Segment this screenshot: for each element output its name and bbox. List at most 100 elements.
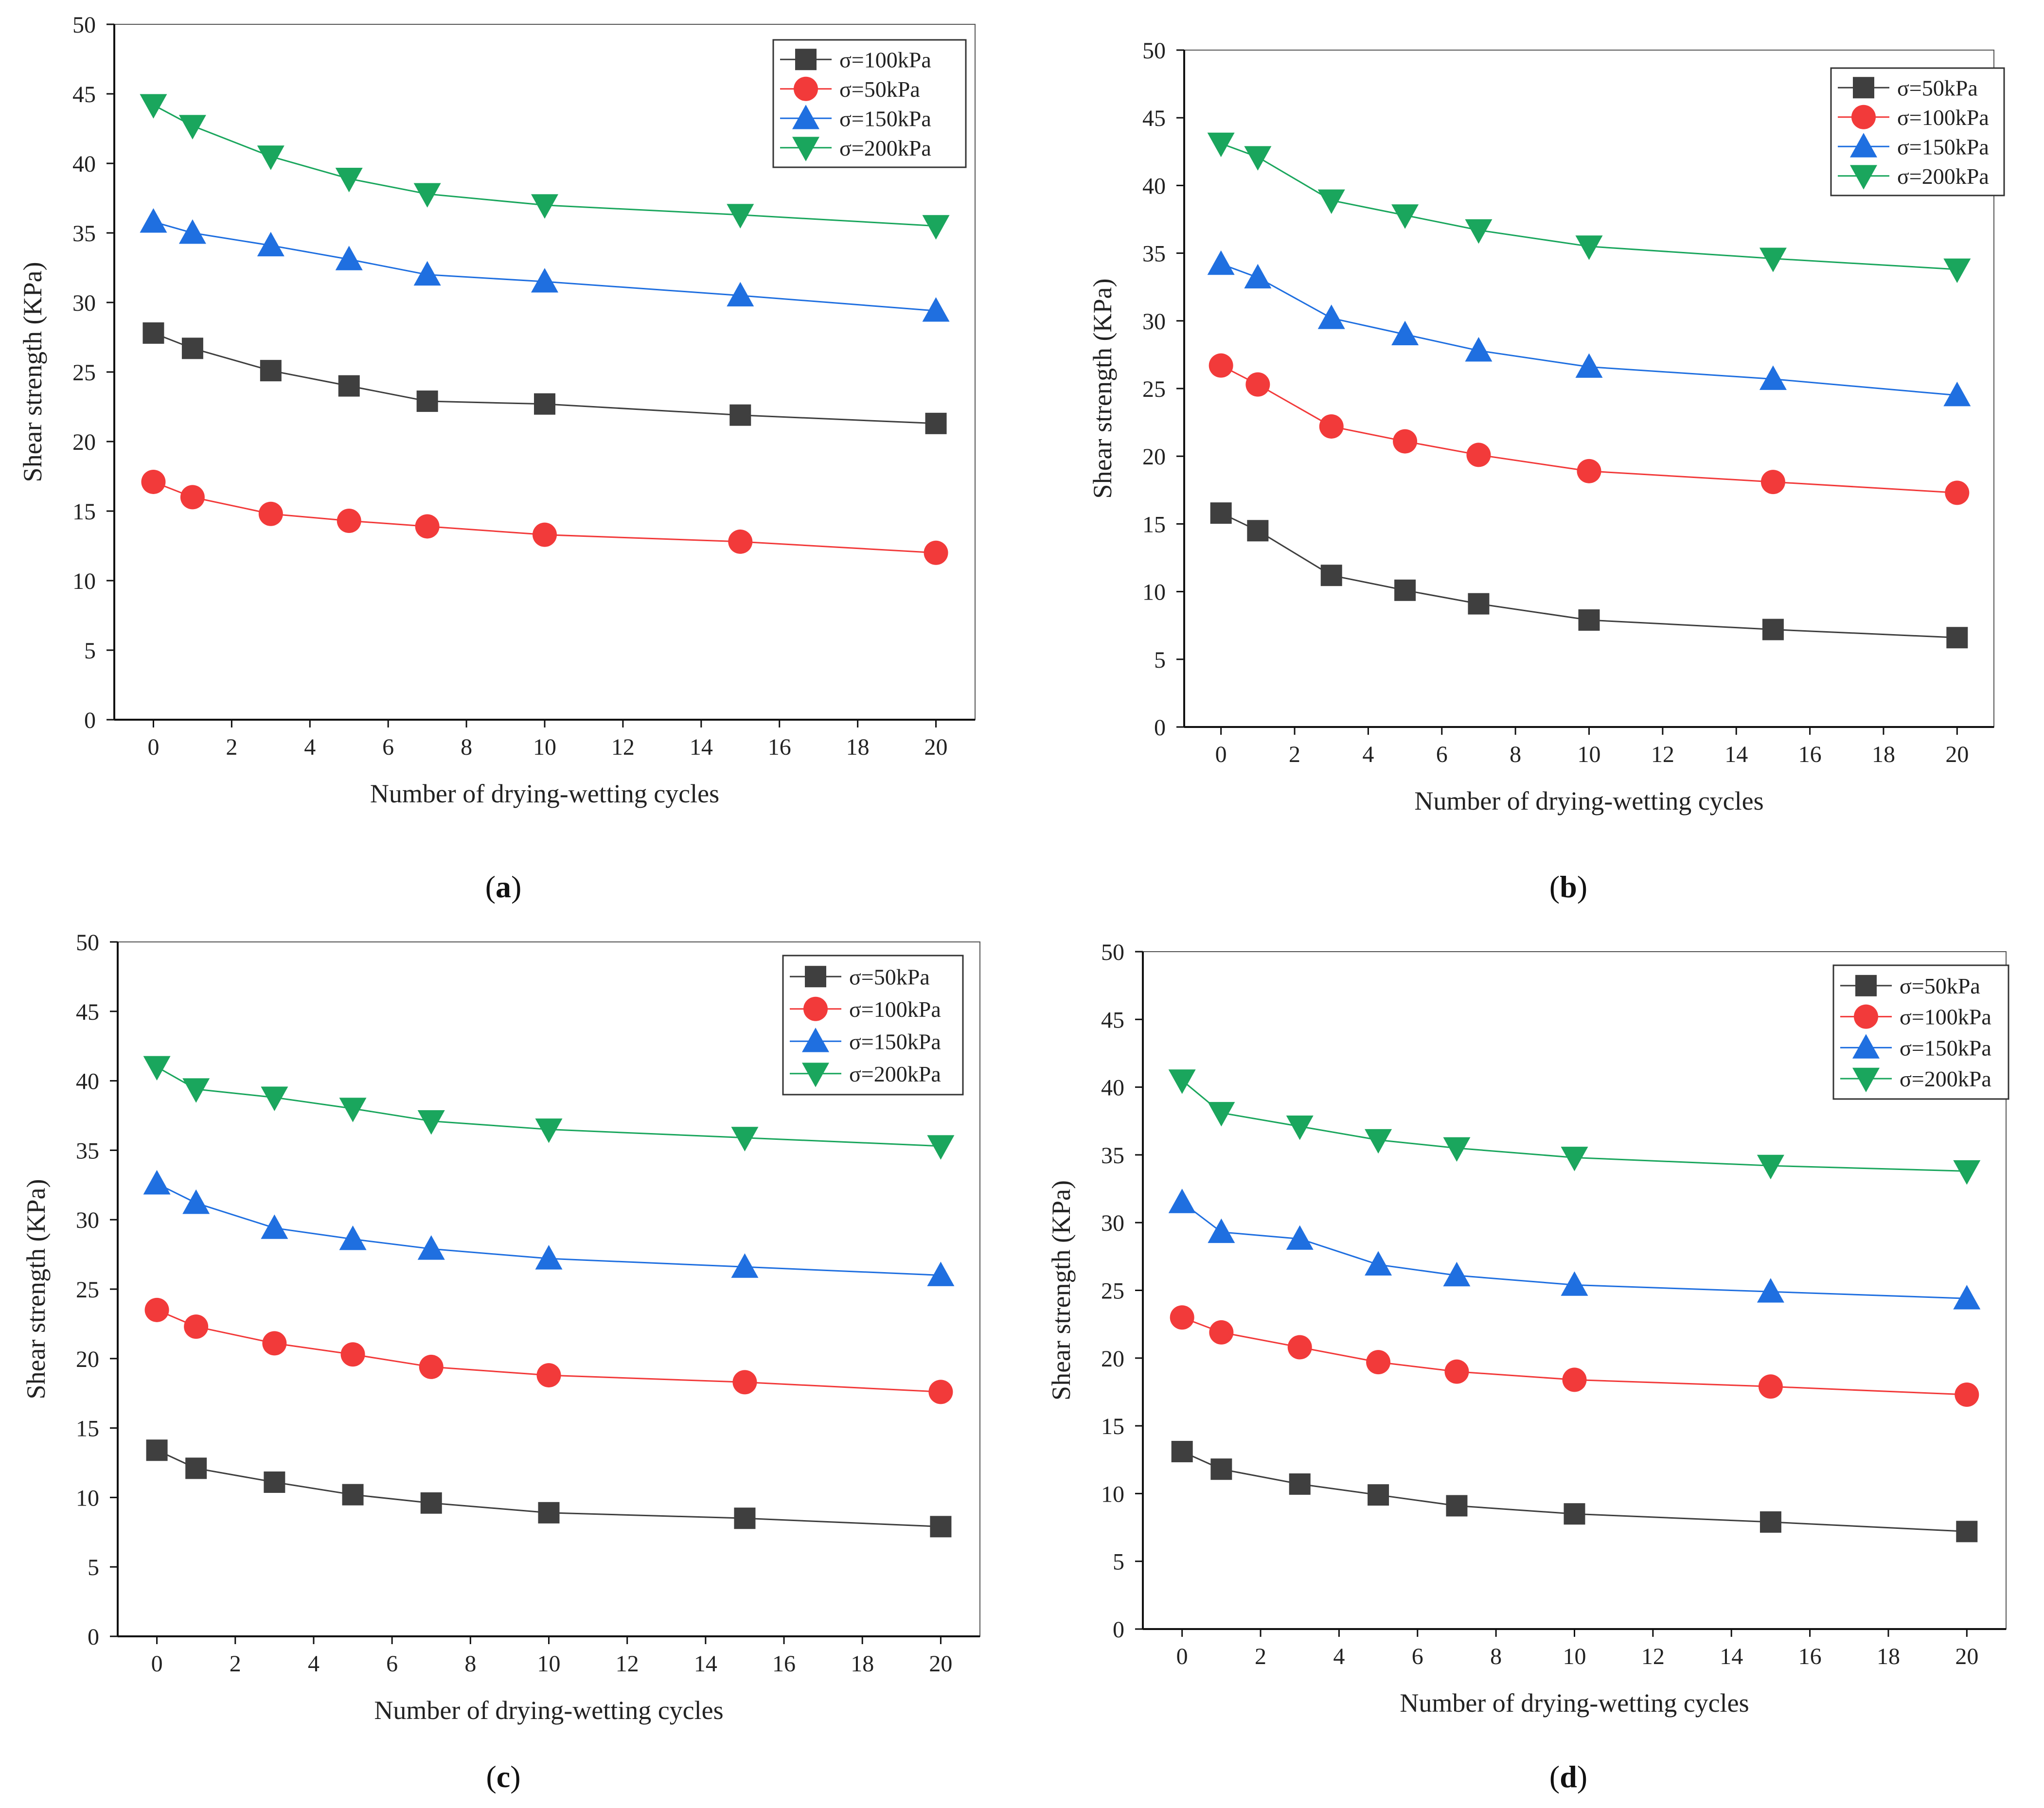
y-tick-label: 10 bbox=[76, 1485, 99, 1511]
x-tick-label: 18 bbox=[1877, 1644, 1900, 1669]
legend-label: σ=100kPa bbox=[1897, 105, 1989, 130]
y-tick-label: 45 bbox=[72, 82, 96, 107]
data-point bbox=[531, 268, 558, 293]
legend-label: σ=150kPa bbox=[839, 106, 931, 131]
data-point bbox=[1561, 1271, 1588, 1296]
legend: σ=50kPa σ=100kPa σ=150kPa σ=200kPa bbox=[1832, 964, 2009, 1100]
data-point bbox=[185, 1457, 207, 1479]
data-point bbox=[1289, 1473, 1311, 1495]
data-point bbox=[1562, 1367, 1587, 1392]
legend-label: σ=200kPa bbox=[849, 1062, 941, 1086]
caption-open-paren: ( bbox=[1549, 1759, 1560, 1794]
data-point bbox=[1210, 1458, 1232, 1480]
y-tick-label: 45 bbox=[76, 999, 99, 1025]
y-axis-label: Shear strength (KPa) bbox=[1088, 279, 1117, 499]
data-point bbox=[415, 514, 440, 539]
data-point bbox=[924, 540, 948, 565]
legend-marker bbox=[1851, 105, 1876, 129]
data-point bbox=[420, 1492, 442, 1514]
y-tick-label: 50 bbox=[76, 930, 99, 956]
y-tick-label: 20 bbox=[72, 429, 96, 455]
x-tick-label: 14 bbox=[694, 1651, 717, 1677]
x-tick-label: 4 bbox=[1333, 1644, 1345, 1669]
data-point bbox=[1317, 304, 1345, 329]
legend-label: σ=150kPa bbox=[1897, 134, 1989, 159]
data-point bbox=[335, 246, 363, 270]
series-line-0 bbox=[153, 332, 936, 425]
legend: σ=50kPa σ=100kPa σ=150kPa σ=200kPa bbox=[1830, 67, 2005, 196]
legend-marker bbox=[792, 137, 819, 161]
data-point bbox=[337, 509, 361, 533]
y-tick-label: 35 bbox=[72, 221, 96, 247]
data-point bbox=[143, 1170, 171, 1195]
data-point bbox=[1759, 248, 1787, 272]
data-point bbox=[1365, 1129, 1392, 1154]
series-line-3 bbox=[1221, 142, 1957, 270]
data-point bbox=[922, 215, 950, 240]
data-point bbox=[261, 1214, 288, 1239]
legend-label: σ=100kPa bbox=[839, 47, 931, 72]
chart-panel-a: 0 2 4 6 8 10 12 14 16 18 20 0 5 10 15 20 25 30 35 40 45 50 Num… bbox=[18, 12, 976, 904]
y-tick-label: 20 bbox=[1101, 1346, 1124, 1372]
legend-marker bbox=[805, 966, 826, 988]
data-point bbox=[413, 261, 441, 286]
data-point bbox=[1286, 1115, 1314, 1140]
y-tick-label: 0 bbox=[1113, 1617, 1124, 1643]
caption-open-paren: ( bbox=[486, 1759, 496, 1794]
x-tick-label: 2 bbox=[1289, 742, 1300, 767]
data-point bbox=[1443, 1137, 1471, 1162]
series-line-1 bbox=[1182, 1316, 1967, 1396]
x-tick-label: 16 bbox=[768, 734, 791, 760]
data-point bbox=[727, 282, 754, 307]
legend-label: σ=50kPa bbox=[849, 964, 930, 989]
y-tick-label: 15 bbox=[72, 499, 96, 525]
x-tick-label: 16 bbox=[1798, 742, 1822, 767]
x-axis-label: Number of drying-wetting cycles bbox=[370, 779, 719, 808]
data-point bbox=[1561, 1147, 1588, 1171]
x-tick-label: 20 bbox=[1945, 742, 1969, 767]
data-point bbox=[1317, 189, 1345, 214]
caption-close-paren: ) bbox=[510, 1759, 520, 1794]
x-tick-label: 10 bbox=[1563, 1644, 1586, 1669]
data-point bbox=[533, 522, 557, 547]
x-tick-label: 12 bbox=[616, 1651, 639, 1677]
data-point bbox=[261, 1086, 288, 1111]
data-point bbox=[728, 529, 753, 554]
data-point bbox=[1210, 502, 1232, 524]
legend-label: σ=150kPa bbox=[849, 1029, 941, 1054]
y-tick-label: 5 bbox=[84, 638, 96, 664]
data-point bbox=[1244, 264, 1272, 289]
data-point bbox=[922, 297, 950, 322]
data-point bbox=[1393, 429, 1418, 454]
x-tick-label: 6 bbox=[386, 1651, 398, 1677]
series-line-1 bbox=[157, 1309, 941, 1393]
x-tick-label: 2 bbox=[226, 734, 237, 760]
data-point bbox=[142, 322, 164, 344]
panel-caption: (a) bbox=[485, 869, 522, 904]
y-tick-label: 0 bbox=[88, 1624, 99, 1650]
data-point bbox=[1945, 480, 1970, 505]
x-tick-label: 14 bbox=[1724, 742, 1748, 767]
series-line-0 bbox=[1221, 512, 1957, 638]
data-point bbox=[1953, 1285, 1981, 1310]
x-tick-label: 8 bbox=[461, 734, 472, 760]
caption-close-paren: ) bbox=[1577, 1759, 1587, 1794]
data-point bbox=[535, 1118, 563, 1143]
x-tick-label: 16 bbox=[1798, 1644, 1822, 1669]
data-point bbox=[413, 183, 441, 208]
caption-letter: d bbox=[1560, 1759, 1577, 1794]
x-tick-label: 16 bbox=[772, 1651, 796, 1677]
caption-close-paren: ) bbox=[511, 869, 521, 904]
legend-label: σ=100kPa bbox=[1900, 1005, 1991, 1029]
data-point bbox=[340, 1342, 365, 1367]
x-tick-label: 18 bbox=[1872, 742, 1895, 767]
data-point bbox=[1466, 443, 1491, 467]
series-line-2 bbox=[156, 1183, 941, 1276]
data-point bbox=[925, 412, 947, 434]
data-point bbox=[1577, 459, 1601, 483]
legend-marker bbox=[1854, 1004, 1878, 1029]
x-axis-label: Number of drying-wetting cycles bbox=[1414, 786, 1763, 815]
y-tick-label: 45 bbox=[1101, 1007, 1124, 1033]
x-tick-label: 10 bbox=[533, 734, 556, 760]
